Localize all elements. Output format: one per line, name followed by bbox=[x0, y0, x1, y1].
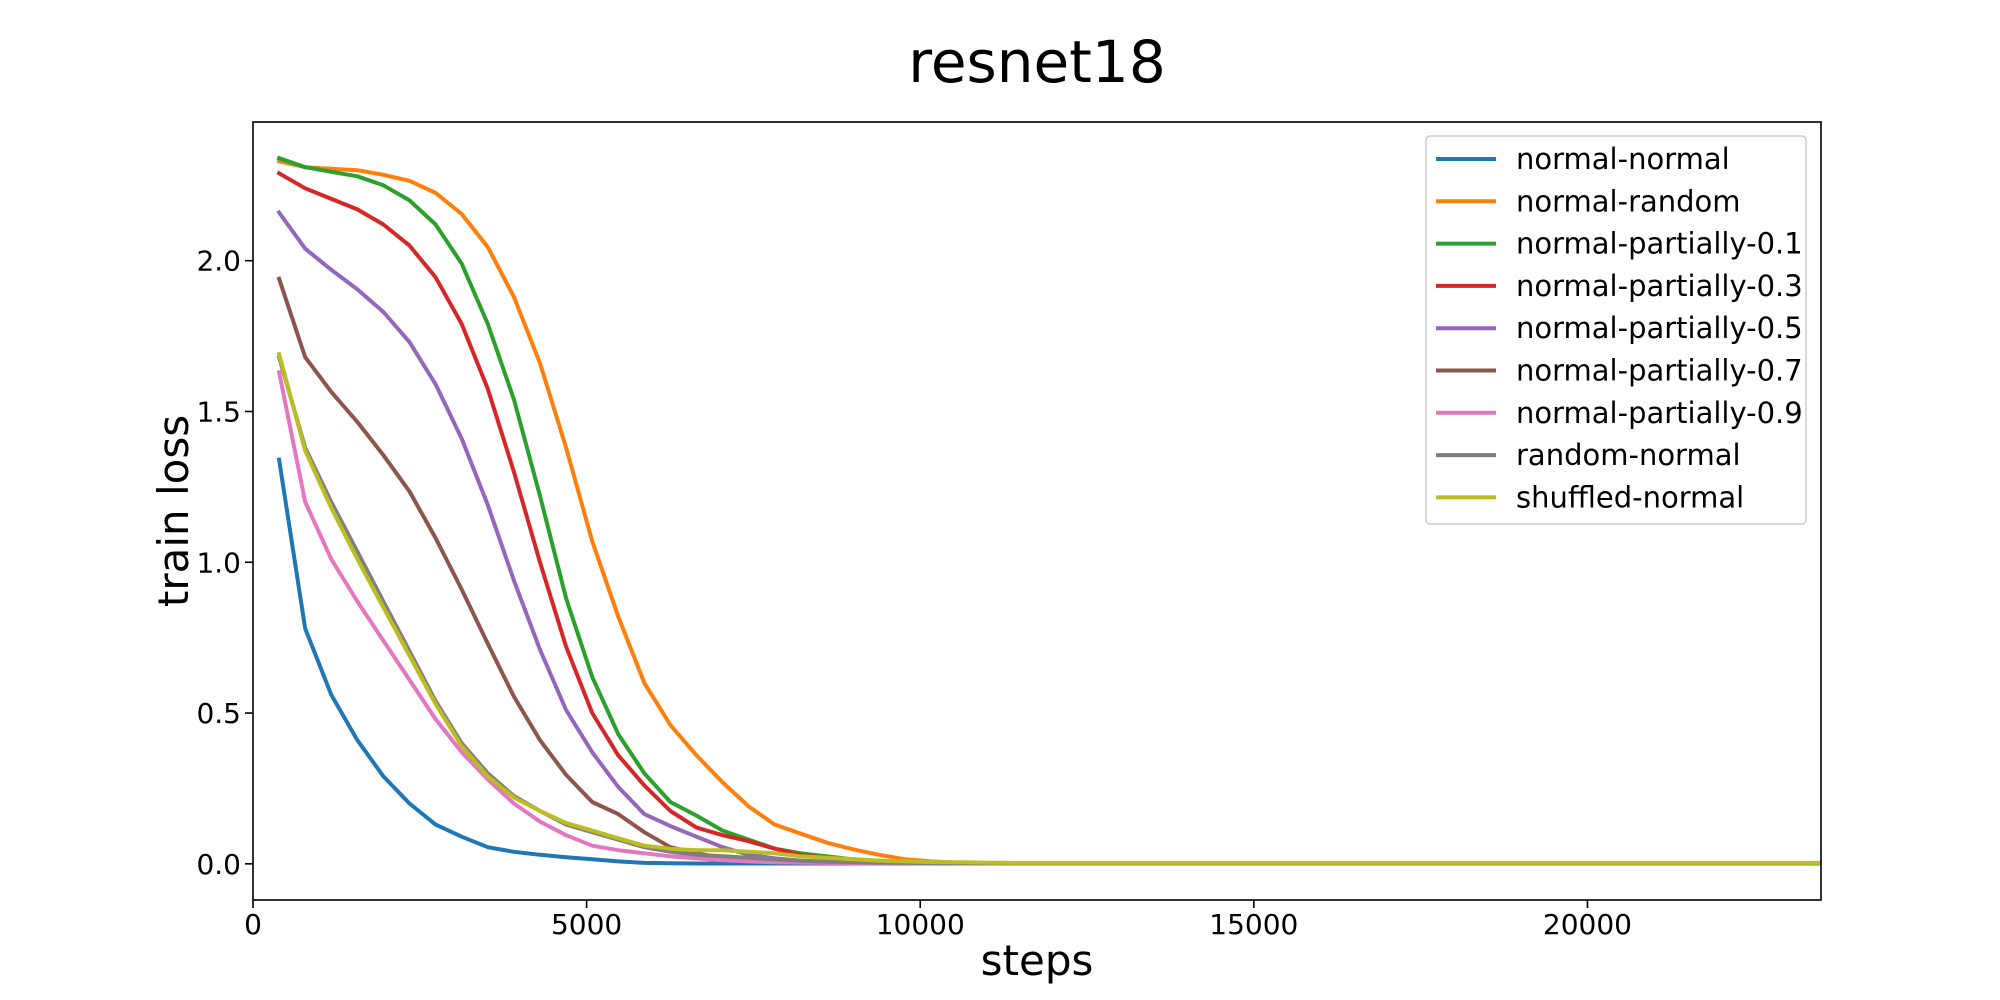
x-tick-label: 20000 bbox=[1543, 908, 1632, 941]
y-tick-label: 1.5 bbox=[196, 395, 241, 428]
y-tick-label: 1.0 bbox=[196, 546, 241, 579]
y-axis-label: train loss bbox=[149, 415, 198, 607]
series-line-shuffled-normal bbox=[276, 351, 1821, 865]
y-axis: 0.0 0.5 1.0 1.5 2.0 bbox=[196, 245, 253, 881]
legend-label: normal-partially-0.9 bbox=[1516, 396, 1803, 430]
series-layer bbox=[276, 155, 1821, 866]
legend-label: normal-normal bbox=[1516, 142, 1730, 176]
legend-label: normal-partially-0.3 bbox=[1516, 269, 1803, 303]
chart-title: resnet18 bbox=[908, 28, 1165, 96]
x-tick-label: 5000 bbox=[551, 908, 622, 941]
x-axis-label: steps bbox=[981, 936, 1094, 985]
x-tick-label: 10000 bbox=[876, 908, 965, 941]
legend-label: normal-partially-0.5 bbox=[1516, 311, 1803, 345]
y-tick-label: 0.5 bbox=[196, 697, 241, 730]
legend-label: shuffled-normal bbox=[1516, 480, 1744, 514]
legend: normal-normal normal-random normal-partial… bbox=[1425, 135, 1807, 525]
legend-label: normal-partially-0.1 bbox=[1516, 227, 1803, 261]
x-axis: 0 5000 10000 15000 20000 bbox=[244, 900, 1632, 941]
x-tick-label: 15000 bbox=[1209, 908, 1298, 941]
y-tick-label: 0.0 bbox=[196, 848, 241, 881]
plot-frame bbox=[252, 121, 1822, 901]
legend-label: normal-partially-0.7 bbox=[1516, 354, 1803, 388]
legend-box bbox=[1425, 135, 1807, 525]
legend-label: normal-random bbox=[1516, 184, 1741, 218]
x-tick-label: 0 bbox=[244, 908, 262, 941]
y-tick-label: 2.0 bbox=[196, 245, 241, 278]
legend-label: random-normal bbox=[1516, 438, 1741, 472]
